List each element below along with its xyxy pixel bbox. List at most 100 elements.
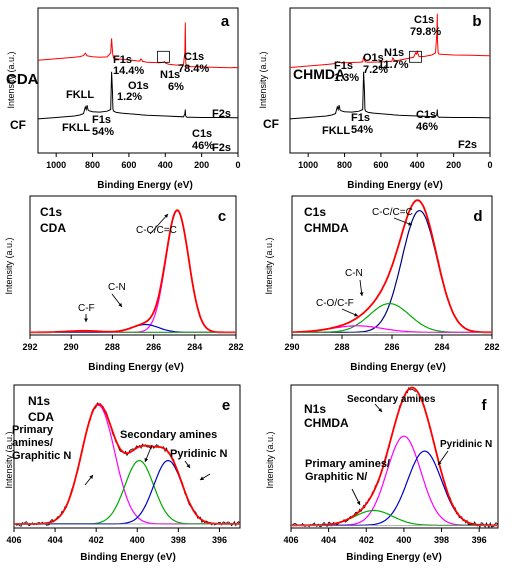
panel-letter: a bbox=[221, 13, 230, 30]
annotation-label: 54% bbox=[351, 124, 373, 136]
annotation-label: C-N bbox=[345, 268, 363, 279]
y-axis-label: Intensity (a.u.) bbox=[264, 237, 274, 294]
panel-d: 290 288 286 284 282 Binding Energy (eV) Intens… bbox=[264, 195, 500, 373]
panel-title: CHMDA bbox=[304, 416, 349, 430]
arrow bbox=[149, 213, 169, 235]
annotation-label: C1s bbox=[192, 128, 212, 140]
y-axis-label: Intensity (a.u.) bbox=[258, 51, 268, 108]
annotation-label: F1s bbox=[113, 54, 132, 66]
annotation-label: Graphitic N bbox=[12, 450, 71, 462]
x-tick-label: 396 bbox=[472, 535, 487, 545]
x-tick-label: 288 bbox=[334, 342, 349, 352]
n1s-box bbox=[409, 50, 422, 63]
x-tick-label: 402 bbox=[359, 535, 374, 545]
annotation-label: C-C/C=C bbox=[372, 207, 413, 218]
arrow-head bbox=[408, 221, 412, 226]
panel-title: N1s bbox=[28, 394, 50, 408]
x-tick-label: 400 bbox=[130, 535, 145, 545]
plot-frame bbox=[13, 384, 241, 529]
envelope-fit bbox=[291, 199, 493, 334]
panel-title: C1s bbox=[304, 205, 326, 219]
x-tick-label: 402 bbox=[89, 535, 104, 545]
annotation-label: Secondary amines bbox=[120, 429, 217, 441]
x-tick-label: 286 bbox=[146, 342, 161, 352]
annotation-label: C-F bbox=[78, 303, 95, 314]
annotation-label: 78.4% bbox=[178, 63, 209, 75]
annotation-label: N1s bbox=[384, 47, 404, 59]
x-tick-label: 1000 bbox=[298, 160, 318, 170]
x-axis-label: Binding Energy (eV) bbox=[346, 552, 442, 563]
component-peak bbox=[291, 509, 498, 526]
panel-letter: e bbox=[222, 397, 230, 414]
annotation-label: C1s bbox=[416, 109, 436, 121]
panel-e: 406 404 402 400 398 396 Binding Energy (eV) Int… bbox=[4, 384, 241, 563]
panel-letter: b bbox=[472, 13, 481, 30]
annotation-label: F2s bbox=[212, 108, 231, 120]
arrow-head bbox=[354, 312, 358, 317]
annotation-label: F2s bbox=[458, 139, 477, 151]
annotation-label: CDA bbox=[6, 71, 39, 88]
annotation-label: Pyridinic N bbox=[440, 439, 492, 450]
panel-title: CDA bbox=[28, 410, 54, 424]
panel-letter: d bbox=[473, 208, 482, 225]
annotation-label: amines/ bbox=[12, 437, 53, 449]
x-tick-label: 0 bbox=[235, 160, 240, 170]
annotation-label: F2s bbox=[212, 142, 231, 154]
x-tick-label: 284 bbox=[434, 342, 449, 352]
x-tick-label: 0 bbox=[487, 160, 492, 170]
annotation-label: CHMDA bbox=[293, 66, 345, 82]
annotation-label: O1s bbox=[128, 80, 149, 92]
arrow-head bbox=[438, 461, 442, 465]
annotation-label: 79.8% bbox=[410, 26, 441, 38]
arrow-head bbox=[144, 458, 149, 462]
annotation-label: C-N bbox=[108, 282, 126, 293]
x-tick-label: 200 bbox=[194, 160, 209, 170]
arrow-head bbox=[186, 464, 190, 468]
annotation-label: 7.2% bbox=[363, 64, 388, 76]
panel-title: CHMDA bbox=[304, 221, 349, 235]
envelope-fit bbox=[14, 403, 240, 525]
x-axis-label: Binding Energy (eV) bbox=[347, 180, 443, 191]
x-tick-label: 400 bbox=[410, 160, 425, 170]
x-tick-label: 282 bbox=[228, 342, 243, 352]
x-tick-label: 600 bbox=[121, 160, 136, 170]
n1s-box bbox=[157, 50, 170, 63]
panel-a: 1000 800 600 400 200 0 Binding Energy (eV) Inte… bbox=[6, 7, 241, 191]
annotation-label: F1s bbox=[92, 114, 111, 126]
component-peak bbox=[14, 459, 240, 525]
y-axis-label: Intensity (a.u.) bbox=[265, 431, 275, 488]
panel-title: CDA bbox=[40, 221, 66, 235]
annotation-label: 11.7% bbox=[378, 59, 409, 71]
series-line bbox=[37, 71, 238, 120]
x-tick-label: 406 bbox=[6, 535, 21, 545]
x-tick-label: 800 bbox=[337, 160, 352, 170]
series-line bbox=[289, 13, 491, 68]
series-line bbox=[289, 71, 490, 120]
x-axis-label: Binding Energy (eV) bbox=[350, 362, 446, 373]
y-axis-label: Intensity (a.u.) bbox=[4, 431, 14, 488]
x-tick-label: 406 bbox=[283, 535, 298, 545]
x-tick-label: 282 bbox=[484, 342, 499, 352]
annotation-label: CF bbox=[263, 117, 279, 131]
annotation-label: FKLL bbox=[322, 125, 350, 137]
x-tick-label: 288 bbox=[105, 342, 120, 352]
annotation-label: Primary bbox=[12, 424, 54, 436]
arrow-head bbox=[200, 476, 204, 480]
arrow-head bbox=[164, 214, 168, 218]
x-axis-label: Binding Energy (eV) bbox=[97, 180, 193, 191]
annotation-label: C1s bbox=[414, 14, 434, 26]
component-peak bbox=[14, 459, 240, 525]
annotation-label: 46% bbox=[416, 121, 438, 133]
annotation-label: 46% bbox=[192, 140, 214, 152]
annotation-label: 1.3% bbox=[334, 72, 359, 84]
arrow-head bbox=[359, 292, 364, 296]
plot-frame bbox=[29, 195, 237, 336]
annotation-label: 6% bbox=[168, 81, 184, 93]
annotation-label: FKLL bbox=[62, 122, 90, 134]
x-tick-label: 400 bbox=[158, 160, 173, 170]
annotation-label: 1.2% bbox=[117, 91, 142, 103]
annotation-label: F1s bbox=[351, 112, 370, 124]
x-axis-label: Binding Energy (eV) bbox=[88, 362, 184, 373]
x-tick-label: 396 bbox=[212, 535, 227, 545]
